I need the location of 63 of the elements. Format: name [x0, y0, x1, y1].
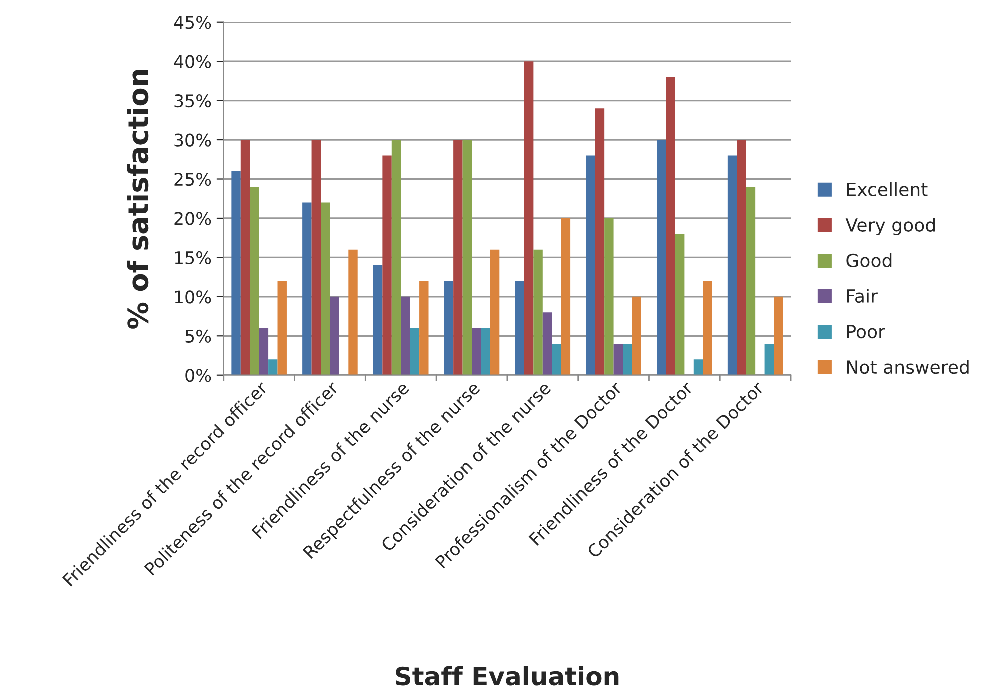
bar	[444, 281, 454, 376]
bar	[534, 250, 543, 376]
y-tick-label: 10%	[175, 290, 212, 304]
bar	[764, 344, 774, 376]
bar	[268, 360, 278, 376]
bar	[321, 202, 330, 376]
y-tick-label: 15%	[175, 251, 212, 265]
bar	[278, 281, 287, 376]
bar	[694, 360, 704, 376]
bar	[675, 234, 685, 376]
bar	[250, 187, 260, 376]
bar	[737, 140, 746, 376]
legend-label: Good	[846, 254, 892, 268]
bar	[623, 344, 632, 376]
bar	[524, 62, 534, 376]
bar	[490, 250, 500, 376]
y-tick-label: 25%	[174, 172, 212, 186]
bar	[632, 296, 642, 376]
bar	[586, 156, 596, 376]
bar	[728, 156, 738, 376]
bar	[454, 140, 463, 376]
y-tick-label: 30%	[174, 134, 212, 147]
legend-label: Excellent	[847, 182, 928, 196]
bar	[472, 328, 482, 376]
bar	[746, 187, 756, 376]
y-tick-label: 5%	[186, 330, 212, 343]
bar	[481, 328, 490, 376]
bar	[552, 344, 562, 376]
y-axis-title: % of satisfaction	[127, 70, 149, 329]
legend-label: Very good	[846, 218, 935, 236]
bar	[312, 140, 321, 376]
y-tick-label: 20%	[174, 212, 212, 226]
bar	[382, 156, 392, 376]
bar	[614, 344, 624, 376]
bar	[604, 218, 614, 376]
legend-label: Fair	[847, 289, 878, 304]
bar	[348, 250, 358, 376]
bar	[515, 281, 524, 376]
y-tick-label: 35%	[174, 94, 212, 108]
bar	[703, 281, 712, 376]
bar	[420, 281, 429, 376]
bar	[774, 296, 784, 376]
y-tick-label: 0%	[186, 369, 212, 382]
bar	[373, 266, 383, 376]
bar	[542, 312, 552, 376]
bar	[666, 77, 676, 376]
bar	[330, 296, 340, 376]
bar	[561, 218, 571, 376]
bar	[259, 328, 269, 376]
bar	[302, 202, 312, 376]
legend-label: Poor	[847, 325, 886, 339]
bar	[595, 108, 605, 376]
bar	[392, 140, 402, 376]
bar	[240, 140, 250, 376]
bar	[462, 140, 472, 376]
bar	[410, 328, 420, 376]
x-axis-title: Staff Evaluation	[396, 666, 619, 686]
bar	[232, 171, 241, 376]
bar	[401, 296, 410, 376]
y-tick-label: 40%	[174, 55, 212, 68]
legend-label: Not answered	[847, 360, 969, 374]
y-tick-label: 45%	[174, 16, 212, 30]
bar	[657, 140, 666, 376]
